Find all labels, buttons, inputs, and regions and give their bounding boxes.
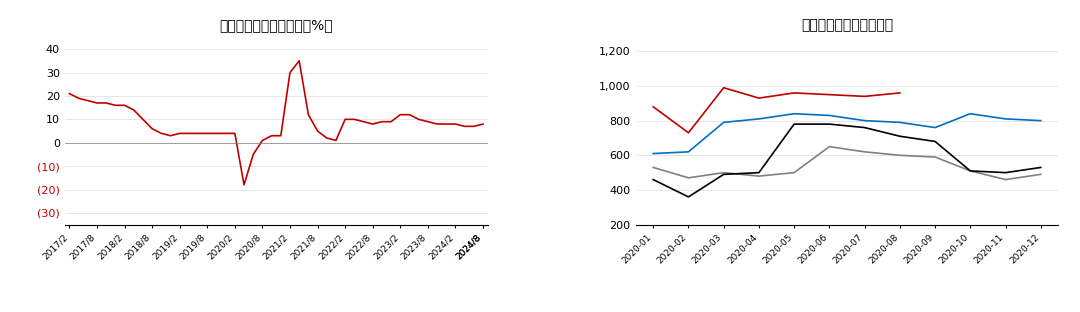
Title: 基建投资累计同比增速（%）: 基建投资累计同比增速（%） — [219, 18, 333, 32]
2021 — [681, 176, 694, 180]
2023 — [787, 112, 800, 115]
2024 — [893, 91, 906, 95]
2022 — [999, 171, 1012, 174]
2021 — [893, 154, 906, 157]
2024 — [859, 95, 872, 98]
2022 — [823, 122, 836, 126]
2021 — [717, 171, 730, 174]
2023 — [1035, 119, 1048, 123]
2022 — [647, 178, 660, 182]
2023 — [893, 120, 906, 124]
2022 — [929, 139, 942, 143]
2022 — [1035, 166, 1048, 169]
2024 — [753, 96, 766, 100]
2022 — [717, 173, 730, 176]
2024 — [717, 86, 730, 90]
2021 — [647, 166, 660, 169]
2023 — [647, 152, 660, 155]
Line: 2021: 2021 — [653, 147, 1041, 180]
2023 — [929, 126, 942, 129]
2024 — [823, 93, 836, 96]
2023 — [823, 114, 836, 117]
2021 — [859, 150, 872, 154]
Title: 钢材出口季节性（万吨）: 钢材出口季节性（万吨） — [801, 18, 893, 32]
2024 — [681, 131, 694, 135]
2023 — [753, 117, 766, 121]
Line: 2024: 2024 — [653, 88, 900, 133]
2023 — [859, 119, 872, 123]
2021 — [963, 169, 976, 173]
2022 — [963, 169, 976, 173]
2021 — [787, 171, 800, 174]
2021 — [1035, 173, 1048, 176]
Line: 2022: 2022 — [653, 124, 1041, 197]
2021 — [823, 145, 836, 149]
2024 — [647, 105, 660, 109]
2023 — [963, 112, 976, 115]
2022 — [681, 195, 694, 199]
2024 — [787, 91, 800, 95]
2023 — [717, 120, 730, 124]
2022 — [787, 122, 800, 126]
2022 — [753, 171, 766, 174]
2023 — [999, 117, 1012, 121]
2022 — [893, 134, 906, 138]
2023 — [681, 150, 694, 154]
2021 — [999, 178, 1012, 182]
2021 — [753, 174, 766, 178]
2021 — [929, 155, 942, 159]
2022 — [859, 126, 872, 129]
Line: 2023: 2023 — [653, 114, 1041, 154]
